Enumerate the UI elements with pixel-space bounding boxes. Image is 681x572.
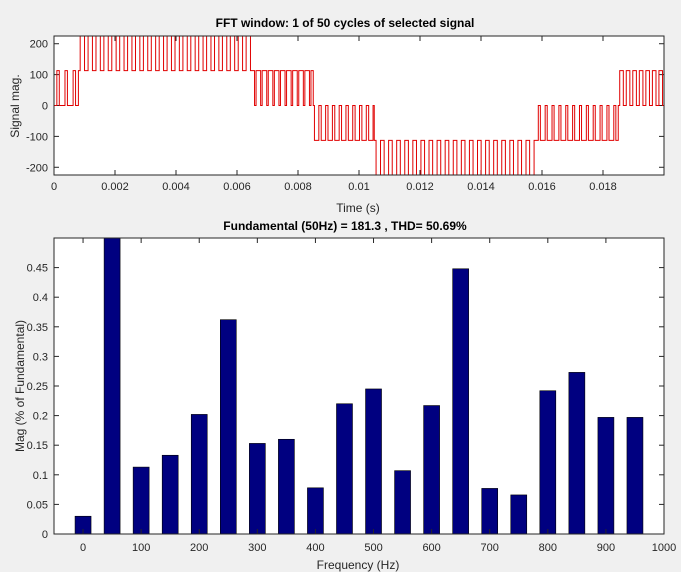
spectrum-x-tick-labels: 0 100 200 300 400 500 600 700 800 900 1000 [80, 542, 676, 554]
spectrum-x-tick-label: 900 [597, 542, 615, 554]
spectrum-bar [307, 487, 324, 534]
spectrum-plot-area [54, 238, 664, 534]
spectrum-y-tick-label: 0.1 [33, 470, 48, 482]
spectrum-bar [510, 494, 528, 534]
spectrum-x-tick-label: 300 [248, 542, 266, 554]
spectrum-y-tick-label: 0.4 [33, 292, 48, 304]
signal-x-tick-label: 0.012 [406, 181, 434, 193]
spectrum-bar [132, 466, 150, 534]
signal-x-tick-label: 0.018 [589, 181, 617, 193]
signal-y-tick-label: -200 [26, 162, 48, 174]
spectrum-x-tick-label: 0 [80, 542, 86, 554]
spectrum-y-tick-label: 0.2 [33, 411, 48, 423]
spectrum-bar [278, 438, 295, 534]
signal-plot-box [53, 35, 665, 176]
spectrum-plot-title: Fundamental (50Hz) = 181.3 , THD= 50.69% [223, 219, 467, 233]
spectrum-bar [568, 372, 586, 534]
spectrum-bar [394, 470, 411, 534]
signal-x-tick-label: 0.002 [101, 181, 129, 193]
signal-y-tick-label: 0 [42, 101, 48, 113]
spectrum-bar [452, 268, 469, 534]
spectrum-bar [190, 414, 208, 534]
spectrum-x-axis-label: Frequency (Hz) [317, 558, 400, 572]
signal-x-tick-labels: 0 0.002 0.004 0.006 0.008 0.01 0.012 0.014 0.016… [51, 181, 617, 193]
spectrum-y-axis-label: Mag (% of Fundamental) [13, 320, 27, 452]
signal-waveform-line [54, 36, 664, 175]
spectrum-x-tick-label: 500 [364, 542, 382, 554]
spectrum-x-tick-label: 800 [539, 542, 557, 554]
spectrum-bar [626, 417, 644, 534]
signal-plot: FFT window: 1 of 50 cycles of selected s… [8, 16, 665, 215]
signal-y-tick-labels: -200 -100 0 100 200 [26, 39, 48, 175]
signal-x-tick-label: 0 [51, 181, 57, 193]
signal-x-tick-label: 0.006 [223, 181, 251, 193]
spectrum-bar [103, 238, 121, 534]
signal-y-axis-label: Signal mag. [8, 74, 22, 137]
signal-y-tick-label: 200 [30, 39, 48, 51]
spectrum-bar [220, 319, 237, 534]
spectrum-x-tick-label: 400 [306, 542, 324, 554]
spectrum-x-tick-label: 100 [132, 542, 150, 554]
spectrum-bar [481, 488, 499, 534]
spectrum-bar [249, 443, 266, 534]
spectrum-y-tick-label: 0.45 [27, 263, 48, 275]
spectrum-bar [336, 403, 353, 534]
signal-x-tick-label: 0.004 [162, 181, 190, 193]
signal-plot-title: FFT window: 1 of 50 cycles of selected s… [216, 16, 475, 30]
spectrum-bar [597, 417, 615, 534]
spectrum-x-tick-label: 200 [190, 542, 208, 554]
spectrum-y-tick-label: 0 [42, 529, 48, 541]
spectrum-y-tick-label: 0.25 [27, 381, 48, 393]
spectrum-y-tick-label: 0.15 [27, 440, 48, 452]
spectrum-bar [365, 388, 382, 534]
spectrum-bar [423, 405, 440, 534]
spectrum-bars [74, 238, 644, 534]
signal-x-tick-label: 0.014 [467, 181, 495, 193]
spectrum-y-tick-label: 0.3 [33, 351, 48, 363]
spectrum-x-tick-label: 700 [481, 542, 499, 554]
spectrum-y-tick-labels: 0 0.05 0.1 0.15 0.2 0.25 0.3 0.35 0.4 0.45 [27, 263, 48, 541]
signal-x-tick-label: 0.01 [348, 181, 369, 193]
spectrum-y-tick-label: 0.05 [27, 499, 48, 511]
spectrum-plot-box [53, 237, 665, 535]
spectrum-y-tick-label: 0.35 [27, 322, 48, 334]
signal-y-tick-label: 100 [30, 70, 48, 82]
spectrum-plot-ticks [54, 238, 665, 535]
signal-x-tick-label: 0.016 [528, 181, 556, 193]
signal-x-axis-label: Time (s) [336, 201, 380, 215]
spectrum-bar [539, 390, 557, 534]
spectrum-x-tick-label: 600 [422, 542, 440, 554]
signal-x-tick-label: 0.008 [284, 181, 312, 193]
spectrum-bar [161, 454, 179, 534]
spectrum-plot: Fundamental (50Hz) = 181.3 , THD= 50.69%… [13, 219, 676, 572]
signal-y-tick-label: -100 [26, 131, 48, 143]
spectrum-x-tick-label: 1000 [652, 542, 676, 554]
